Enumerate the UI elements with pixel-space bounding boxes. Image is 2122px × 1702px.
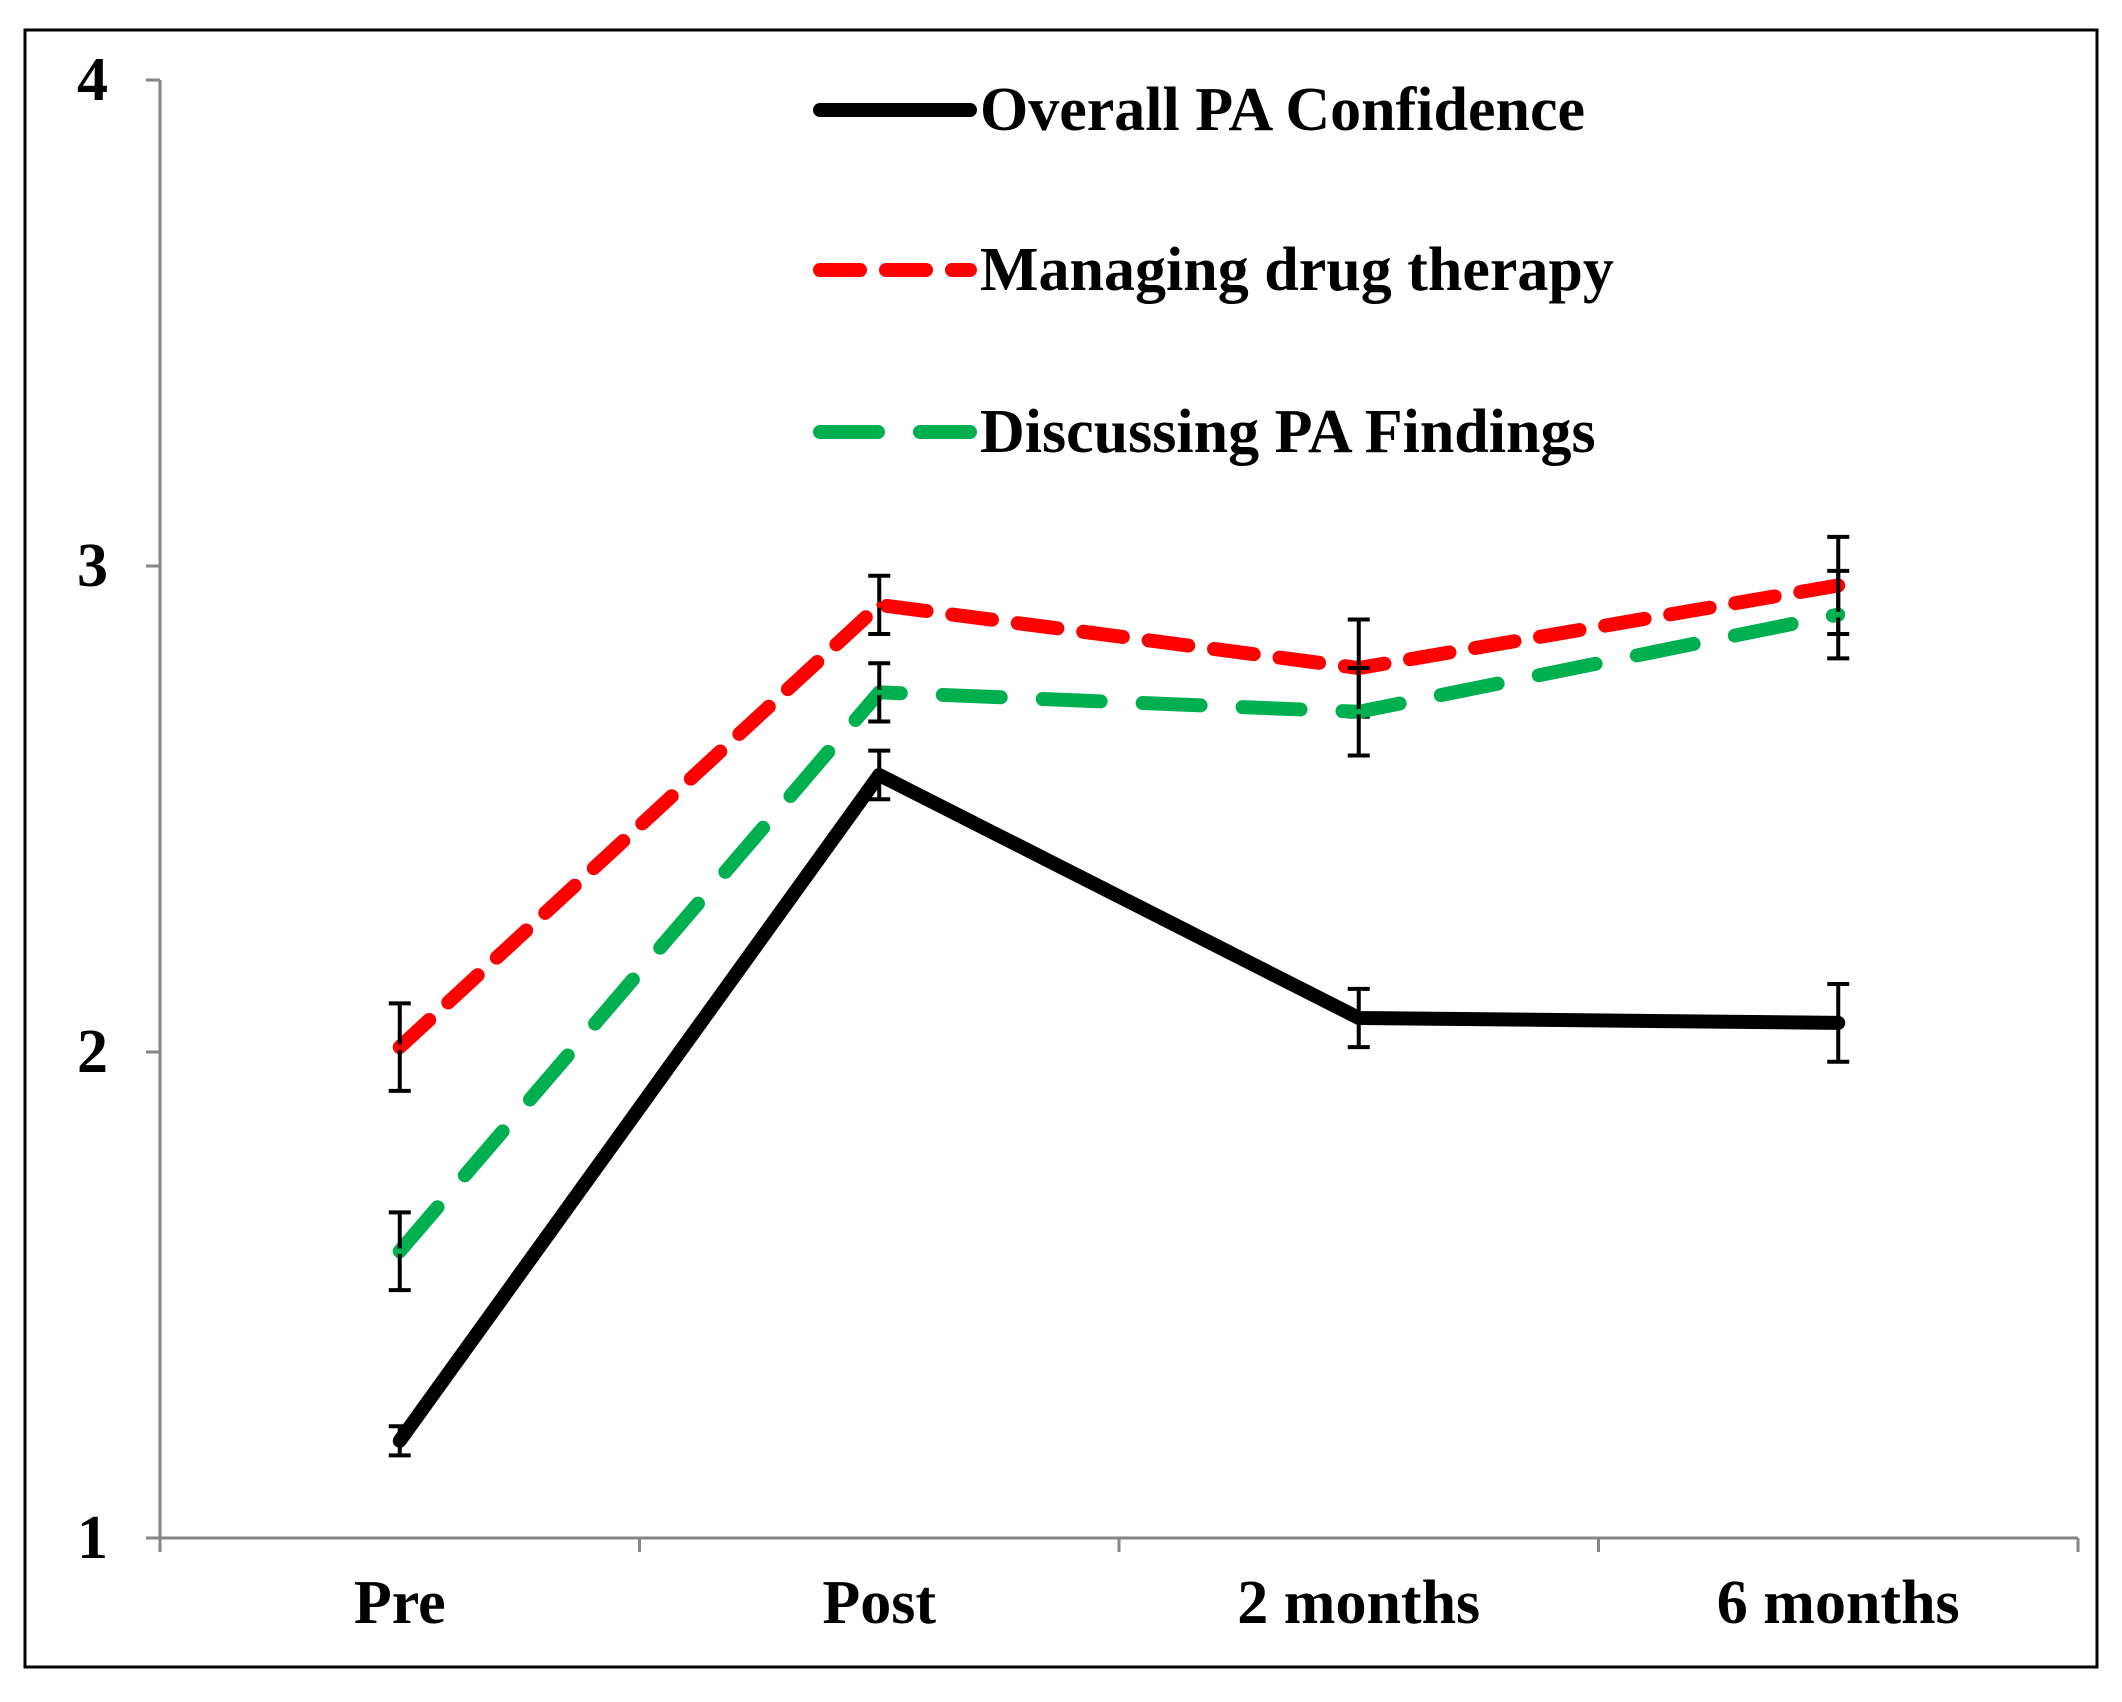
axes: 1 2 3 4 Pre Post 2 months 6 months xyxy=(77,46,2080,1637)
legend-label: Managing drug therapy xyxy=(980,236,1614,304)
y-tick-label: 3 xyxy=(77,532,108,600)
series-line xyxy=(392,578,1846,1055)
x-tick-label: Pre xyxy=(354,1569,446,1637)
data-point xyxy=(396,1437,403,1444)
legend-item: Managing drug therapy xyxy=(813,236,1614,304)
y-tick-label: 1 xyxy=(77,1504,108,1572)
y-tick-label: 4 xyxy=(77,46,108,114)
legend: Overall PA Confidence Managing drug thera… xyxy=(813,76,1614,466)
x-tick-label: 2 months xyxy=(1237,1569,1480,1637)
data-point xyxy=(396,1044,403,1051)
data-point xyxy=(1835,1019,1842,1026)
series-line xyxy=(392,767,1846,1448)
series-discussing-pa-findings xyxy=(388,568,1850,1293)
legend-item: Discussing PA Findings xyxy=(813,398,1596,466)
data-point xyxy=(1355,1014,1362,1021)
legend-item: Overall PA Confidence xyxy=(813,76,1585,144)
data-point xyxy=(1835,611,1842,618)
x-tick-label: Post xyxy=(822,1569,936,1637)
chart-border xyxy=(23,28,2099,1669)
legend-label: Overall PA Confidence xyxy=(980,76,1585,144)
data-point xyxy=(876,601,883,608)
data-point xyxy=(396,1248,403,1255)
data-point xyxy=(876,689,883,696)
data-point xyxy=(1355,708,1362,715)
x-tick-label: 6 months xyxy=(1717,1569,1960,1637)
y-tick-label: 2 xyxy=(77,1018,108,1086)
series-overall-pa-confidence xyxy=(388,748,1850,1458)
series-group xyxy=(388,534,1850,1458)
data-point xyxy=(876,771,883,778)
legend-label: Discussing PA Findings xyxy=(980,398,1596,466)
series-line xyxy=(392,607,1846,1259)
